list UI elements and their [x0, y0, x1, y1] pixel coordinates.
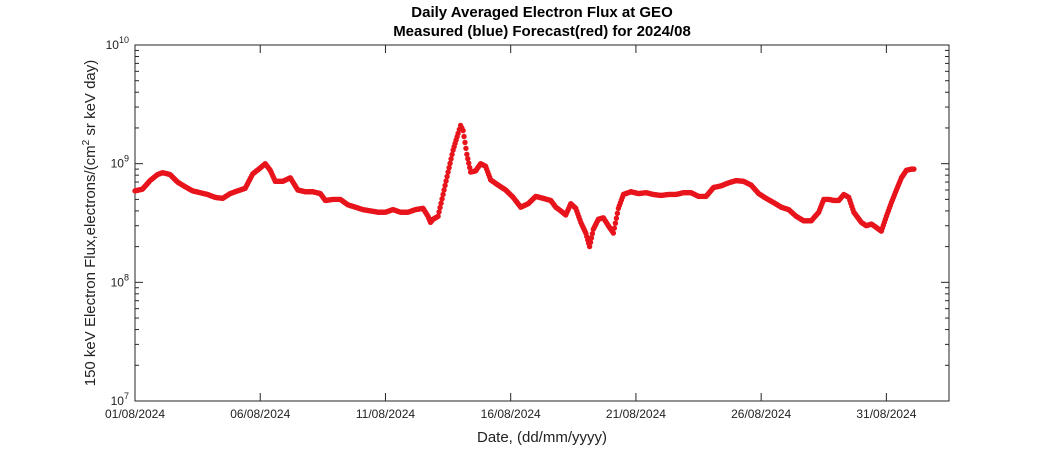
y-axis-label-sup: 2	[81, 139, 92, 145]
flux-point	[586, 243, 593, 250]
x-tick-label: 11/08/2024	[356, 407, 415, 421]
flux-point	[463, 145, 469, 152]
chart-title: Daily Averaged Electron Flux at GEO	[411, 4, 673, 21]
flux-point	[446, 164, 452, 171]
flux-point	[466, 160, 472, 166]
y-tick-label: 108	[111, 272, 129, 289]
y-tick-label: 109	[111, 154, 129, 171]
flux-point	[438, 200, 444, 206]
flux-point	[435, 213, 441, 220]
flux-point	[460, 127, 466, 134]
x-axis-label: Date, (dd/mm/yyyy)	[477, 429, 607, 446]
flux-point	[441, 187, 447, 193]
flux-point	[614, 210, 621, 217]
flux-point	[611, 225, 618, 231]
flux-point	[612, 220, 619, 226]
flux-point	[610, 230, 617, 236]
flux-point	[447, 160, 453, 166]
flux-point	[442, 182, 448, 189]
x-tick-label: 01/08/2024	[105, 407, 165, 421]
flux-point	[445, 169, 451, 175]
flux-point	[588, 235, 595, 241]
x-tick-label: 26/08/2024	[731, 407, 791, 421]
flux-point	[440, 191, 446, 198]
y-tick-labels: 107 108 109 1010	[106, 35, 129, 408]
x-tick-label: 16/08/2024	[481, 407, 541, 421]
flux-point	[461, 133, 467, 140]
plot-frame	[134, 44, 950, 402]
flux-series	[132, 122, 917, 250]
x-tick-labels: 01/08/2024 06/08/2024 11/08/2024 16/08/2024…	[105, 407, 917, 421]
chart-subtitle: Measured (blue) Forecast(red) for 2024/0…	[393, 23, 691, 40]
flux-point	[587, 239, 594, 245]
flux-point	[444, 173, 450, 180]
y-axis-label-end: sr keV day)	[82, 60, 99, 140]
flux-point	[448, 156, 454, 162]
flux-point	[437, 204, 443, 211]
flux-point	[439, 196, 445, 202]
x-tick-label: 06/08/2024	[230, 407, 290, 421]
flux-point	[589, 230, 596, 237]
flux-point	[465, 156, 471, 162]
flux-point	[443, 178, 449, 184]
flux-point	[466, 164, 473, 171]
flux-point	[464, 151, 470, 157]
y-tick-label: 107	[111, 391, 129, 408]
flux-point	[449, 151, 455, 158]
y-axis-label-main: 150 keV Electron Flux,electrons/(cm	[82, 145, 99, 386]
y-axis-label: 150 keV Electron Flux,electrons/(cm2 sr …	[81, 60, 99, 387]
x-tick-label: 31/08/2024	[856, 407, 916, 421]
flux-point	[911, 166, 917, 172]
flux-point	[462, 139, 468, 146]
flux-point	[613, 215, 620, 221]
x-tick-label: 21/08/2024	[606, 407, 666, 421]
flux-point	[436, 209, 442, 215]
axis-ticks	[134, 44, 949, 402]
y-tick-label: 1010	[106, 35, 129, 52]
